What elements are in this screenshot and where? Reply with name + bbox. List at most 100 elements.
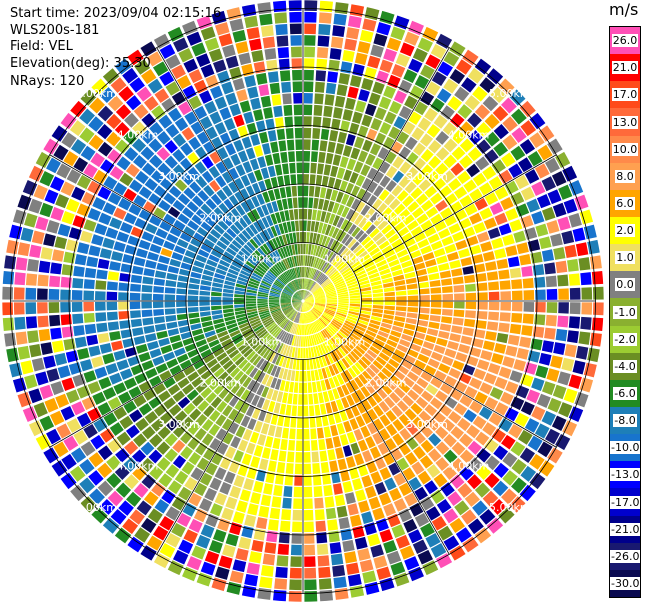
- velocity-gate: [304, 324, 307, 336]
- velocity-gate: [369, 363, 380, 374]
- velocity-gate: [374, 481, 387, 495]
- velocity-gate: [424, 480, 438, 495]
- velocity-gate: [282, 259, 289, 270]
- velocity-gate: [375, 70, 389, 84]
- velocity-gate: [482, 490, 499, 507]
- velocity-gate: [274, 117, 284, 129]
- velocity-gate: [141, 426, 156, 440]
- velocity-gate: [286, 221, 292, 233]
- velocity-gate: [240, 174, 251, 187]
- velocity-gate: [303, 302, 305, 312]
- velocity-gate: [233, 336, 245, 345]
- velocity-gate: [298, 197, 303, 208]
- velocity-gate: [361, 236, 372, 247]
- velocity-gate: [371, 312, 383, 318]
- velocity-gate: [109, 422, 124, 436]
- velocity-gate: [210, 343, 222, 353]
- velocity-gate: [299, 232, 303, 243]
- velocity-gate: [147, 78, 163, 94]
- velocity-gate: [338, 231, 347, 243]
- velocity-gate: [191, 265, 204, 274]
- colorbar-tick-label: -30.0: [610, 576, 641, 590]
- velocity-gate: [342, 145, 353, 157]
- velocity-gate: [379, 175, 391, 188]
- velocity-gate: [109, 217, 123, 230]
- velocity-gate: [280, 439, 288, 451]
- velocity-gate: [282, 344, 289, 356]
- velocity-gate: [205, 74, 219, 89]
- velocity-gate: [206, 259, 218, 268]
- velocity-gate: [240, 345, 251, 355]
- velocity-gate: [200, 279, 212, 286]
- velocity-gate: [339, 328, 350, 337]
- velocity-gate: [384, 396, 396, 409]
- velocity-gate: [382, 318, 394, 325]
- velocity-gate: [271, 285, 282, 292]
- velocity-gate: [544, 262, 556, 275]
- velocity-gate: [351, 364, 361, 376]
- velocity-gate: [519, 254, 532, 266]
- velocity-gate: [345, 456, 356, 469]
- velocity-gate: [488, 311, 500, 321]
- velocity-gate: [317, 555, 330, 567]
- velocity-gate: [236, 316, 248, 322]
- velocity-gate: [167, 265, 180, 274]
- velocity-gate: [501, 97, 517, 114]
- velocity-gate: [434, 220, 447, 232]
- velocity-gate: [147, 508, 163, 524]
- velocity-gate: [44, 397, 59, 413]
- velocity-gate: [535, 365, 549, 379]
- velocity-gate: [327, 353, 334, 364]
- velocity-gate: [341, 384, 350, 396]
- velocity-gate: [97, 124, 113, 140]
- velocity-gate: [422, 26, 439, 42]
- velocity-gate: [357, 276, 369, 283]
- velocity-gate: [334, 280, 345, 287]
- velocity-gate: [529, 472, 546, 490]
- velocity-gate: [443, 508, 459, 524]
- velocity-gate: [258, 308, 269, 313]
- velocity-gate: [70, 447, 87, 464]
- velocity-gate: [31, 230, 45, 245]
- velocity-gate: [524, 227, 538, 240]
- velocity-gate: [356, 322, 368, 329]
- velocity-gate: [210, 296, 222, 301]
- velocity-gate: [97, 186, 112, 200]
- velocity-gate: [304, 292, 311, 300]
- velocity-gate: [140, 68, 157, 85]
- velocity-gate: [476, 139, 491, 154]
- velocity-gate: [326, 251, 335, 262]
- velocity-gate: [231, 352, 243, 363]
- velocity-gate: [264, 178, 273, 191]
- velocity-gate: [348, 286, 360, 292]
- velocity-gate: [60, 181, 75, 196]
- velocity-gate: [258, 287, 270, 292]
- velocity-gate: [314, 509, 325, 521]
- velocity-gate: [236, 89, 248, 102]
- velocity-gate: [236, 500, 248, 513]
- velocity-gate: [55, 393, 70, 408]
- velocity-gate: [190, 271, 202, 279]
- velocity-gate: [373, 404, 384, 417]
- velocity-gate: [311, 381, 317, 393]
- velocity-gate: [454, 293, 465, 301]
- velocity-gate: [211, 309, 223, 315]
- velocity-gate: [209, 437, 221, 451]
- velocity-gate: [102, 237, 115, 249]
- colorbar-tick-label: 6.0: [615, 196, 635, 210]
- velocity-gate: [77, 242, 90, 255]
- velocity-gate: [282, 163, 289, 175]
- velocity-gate: [296, 302, 302, 310]
- velocity-gate: [412, 48, 428, 63]
- velocity-gate: [472, 172, 487, 187]
- velocity-gate: [255, 233, 265, 245]
- velocity-gate: [348, 335, 359, 345]
- velocity-gate: [276, 391, 284, 403]
- velocity-gate: [365, 367, 376, 378]
- velocity-gate: [349, 301, 361, 304]
- velocity-gate: [129, 292, 141, 301]
- velocity-gate: [303, 382, 308, 394]
- velocity-gate: [304, 299, 314, 301]
- velocity-gate: [200, 243, 212, 253]
- velocity-gate: [191, 328, 204, 337]
